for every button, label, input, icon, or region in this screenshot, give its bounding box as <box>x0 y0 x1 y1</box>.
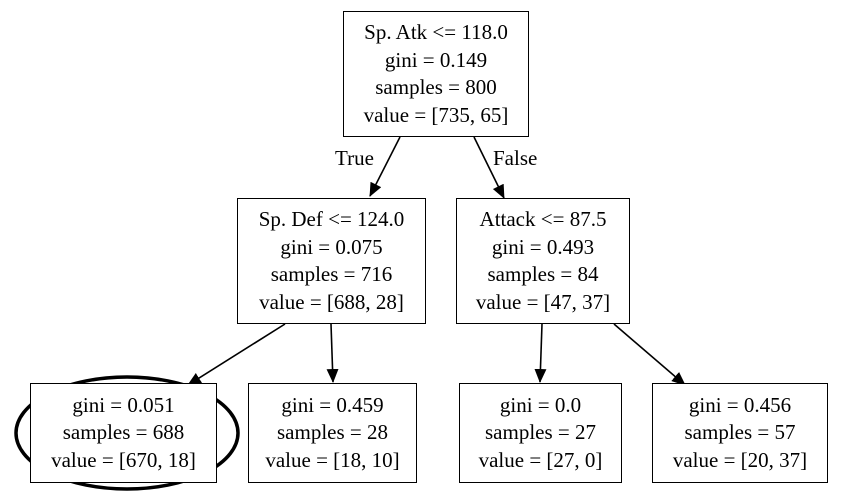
leaf-node-left-right: gini = 0.459 samples = 28 value = [18, 1… <box>248 383 417 483</box>
node-samples: samples = 27 <box>485 420 596 445</box>
node-value: value = [27, 0] <box>478 447 603 472</box>
edge-root-to-right <box>473 136 505 199</box>
node-value: value = [670, 18] <box>51 447 196 472</box>
node-condition: Sp. Atk <= 118.0 <box>364 20 508 44</box>
node-samples: samples = 800 <box>375 75 497 99</box>
node-value: value = [18, 10] <box>265 447 400 472</box>
highlight-circle <box>14 375 240 491</box>
node-value: value = [688, 28] <box>259 289 404 314</box>
node-value: value = [47, 37] <box>475 289 611 314</box>
node-gini: gini = 0.456 <box>688 392 792 417</box>
leaf-node-right-right: gini = 0.456 samples = 57 value = [20, 3… <box>652 383 828 483</box>
edge-right-to-leaf-rr <box>613 323 686 386</box>
leaf-node-right-left: gini = 0.0 samples = 27 value = [27, 0] <box>459 383 622 483</box>
edge-right-to-leaf-rl <box>534 323 547 383</box>
edge-label-true: True <box>335 146 374 170</box>
node-condition: Sp. Def <= 124.0 <box>258 207 405 231</box>
edge-left-to-leaf-ll <box>187 323 286 386</box>
edge-root-to-left <box>369 136 401 197</box>
edge-label-false: False <box>493 146 538 170</box>
node-gini: gini = 0.075 <box>280 234 383 259</box>
node-samples: samples = 84 <box>487 262 599 286</box>
node-value: value = [735, 65] <box>363 102 509 127</box>
left-split-node: Sp. Def <= 124.0 gini = 0.075 samples = … <box>237 198 426 324</box>
node-gini: gini = 0.459 <box>281 392 384 417</box>
node-samples: samples = 688 <box>62 420 185 445</box>
node-gini: gini = 0.051 <box>72 392 175 417</box>
node-gini: gini = 0.493 <box>491 234 595 259</box>
node-gini: gini = 0.149 <box>384 47 488 72</box>
node-condition: Attack <= 87.5 <box>479 207 607 231</box>
right-split-node: Attack <= 87.5 gini = 0.493 samples = 84… <box>456 198 630 324</box>
leaf-node-left-left: gini = 0.051 samples = 688 value = [670,… <box>30 383 217 483</box>
node-value: value = [20, 37] <box>672 447 808 472</box>
node-samples: samples = 28 <box>277 420 388 445</box>
node-samples: samples = 57 <box>684 420 796 445</box>
edge-left-to-leaf-lr <box>326 323 339 383</box>
root-node: Sp. Atk <= 118.0 gini = 0.149 samples = … <box>343 11 529 137</box>
node-gini: gini = 0.0 <box>499 392 582 417</box>
node-samples: samples = 716 <box>270 262 393 286</box>
